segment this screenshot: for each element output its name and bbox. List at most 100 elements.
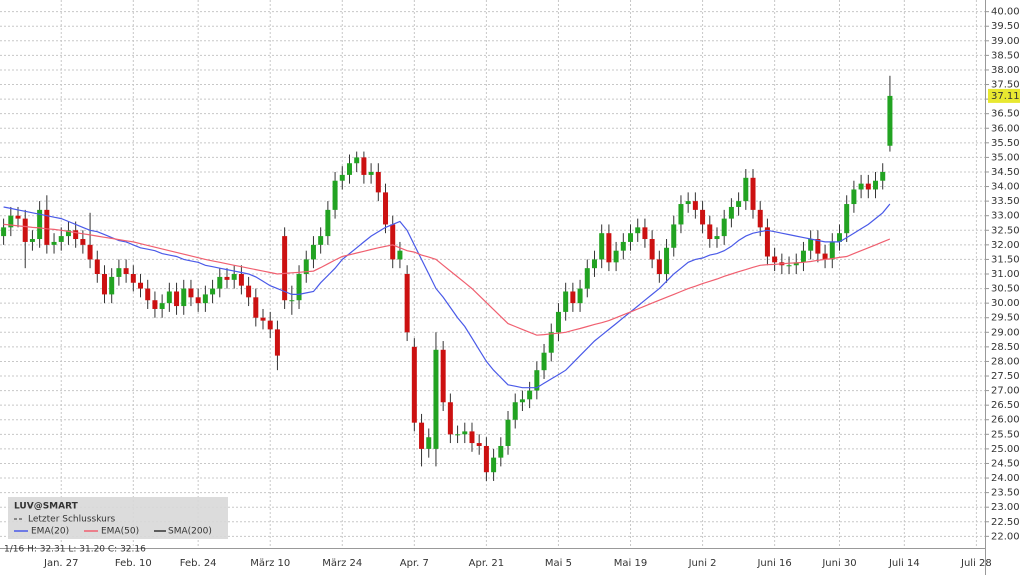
candle-body <box>260 317 266 321</box>
candle-body <box>253 297 259 318</box>
y-tick-label: 26.50 <box>991 400 1020 411</box>
ema-line <box>3 203 891 389</box>
candle-body <box>815 239 821 254</box>
candle-body <box>736 201 742 207</box>
candle-body <box>44 209 50 245</box>
candle-body <box>296 274 302 301</box>
candle-body <box>217 276 223 289</box>
candle-body <box>404 274 410 333</box>
candle-body <box>534 370 540 391</box>
candle-body <box>447 402 453 435</box>
candle-body <box>22 218 28 242</box>
x-tick-label: März 10 <box>250 558 290 569</box>
candle-body <box>303 259 309 274</box>
candle-body <box>29 239 35 242</box>
candle-body <box>476 443 482 446</box>
candle-body <box>829 241 835 260</box>
ema-line <box>3 223 891 336</box>
candle-body <box>707 224 713 240</box>
candle-body <box>346 163 352 175</box>
candle-body <box>786 265 792 267</box>
y-tick-label: 35.50 <box>991 138 1020 149</box>
y-tick-label: 23.50 <box>991 488 1020 499</box>
x-tick-label: Feb. 10 <box>115 558 152 569</box>
legend-entry: EMA(20) <box>31 527 69 537</box>
x-tick-label: Jan. 27 <box>43 558 79 569</box>
candle-body <box>822 253 828 260</box>
candle-body <box>555 311 561 333</box>
y-tick-label: 30.00 <box>991 298 1020 309</box>
x-tick-label: Juli 28 <box>960 558 992 569</box>
y-tick-label: 34.50 <box>991 167 1020 178</box>
candle-body <box>570 291 576 304</box>
candle-body <box>728 206 734 219</box>
candle-body <box>361 157 367 175</box>
candle-body <box>87 244 93 260</box>
candle-body <box>123 268 129 274</box>
y-tick-label: 27.00 <box>991 386 1020 397</box>
candle-body <box>505 419 511 446</box>
y-tick-label: 35.00 <box>991 152 1020 163</box>
candle-body <box>332 180 338 210</box>
candle-body <box>808 239 814 251</box>
candle-body <box>692 201 698 210</box>
candle-body <box>750 177 756 210</box>
status-line: 1/16 H: 32.31 L: 31.20 C: 32.16 <box>4 545 146 555</box>
candle-body <box>282 236 288 301</box>
candle-body <box>174 291 180 307</box>
candle-body <box>246 285 252 298</box>
y-tick-label: 22.00 <box>991 531 1020 542</box>
last-price-box <box>988 88 1020 103</box>
candle-body <box>145 288 151 301</box>
y-tick-label: 33.50 <box>991 196 1020 207</box>
x-tick-label: Feb. 24 <box>180 558 217 569</box>
y-tick-label: 39.50 <box>991 21 1020 32</box>
candle-body <box>116 268 122 277</box>
candle-body <box>772 256 778 263</box>
y-tick-label: 36.50 <box>991 109 1020 120</box>
y-tick-label: 31.50 <box>991 254 1020 265</box>
candle-body <box>188 288 194 298</box>
candle-body <box>73 230 79 240</box>
candle-body <box>289 300 295 302</box>
y-tick-label: 24.00 <box>991 473 1020 484</box>
candle-body <box>873 180 879 190</box>
y-tick-label: 39.00 <box>991 36 1020 47</box>
x-tick-label: Apr. 7 <box>400 558 429 569</box>
x-tick-label: Apr. 21 <box>469 558 504 569</box>
legend-box <box>8 497 228 539</box>
candle-body <box>231 274 237 280</box>
y-tick-label: 40.00 <box>991 7 1020 18</box>
candle-body <box>440 349 446 403</box>
candle-body <box>512 402 518 420</box>
y-tick-label: 34.00 <box>991 182 1020 193</box>
y-tick-label: 27.50 <box>991 371 1020 382</box>
candle-body <box>743 177 749 202</box>
y-tick-label: 30.50 <box>991 284 1020 295</box>
candle-body <box>368 171 374 175</box>
candle-body <box>37 209 43 240</box>
candle-body <box>577 288 583 304</box>
x-tick-label: Juni 16 <box>756 558 791 569</box>
y-tick-label: 38.00 <box>991 65 1020 76</box>
y-tick-label: 22.50 <box>991 517 1020 528</box>
candle-body <box>202 294 208 304</box>
candle-body <box>339 174 345 181</box>
candle-body <box>584 268 590 289</box>
candle-body <box>267 320 273 330</box>
last-price-label: 37.11 <box>991 91 1020 102</box>
candle-body <box>800 250 806 263</box>
candle-body <box>390 224 396 260</box>
y-tick-label: 23.00 <box>991 502 1020 513</box>
y-tick-label: 32.00 <box>991 240 1020 251</box>
x-tick-label: März 24 <box>322 558 362 569</box>
y-tick-label: 29.00 <box>991 327 1020 338</box>
candle-body <box>649 239 655 260</box>
candle-body <box>628 233 634 242</box>
candle-body <box>426 437 432 449</box>
candle-body <box>548 332 554 353</box>
candle-body <box>166 291 172 304</box>
y-tick-label: 32.50 <box>991 225 1020 236</box>
x-tick-label: Juli 14 <box>888 558 920 569</box>
candle-body <box>469 431 475 444</box>
